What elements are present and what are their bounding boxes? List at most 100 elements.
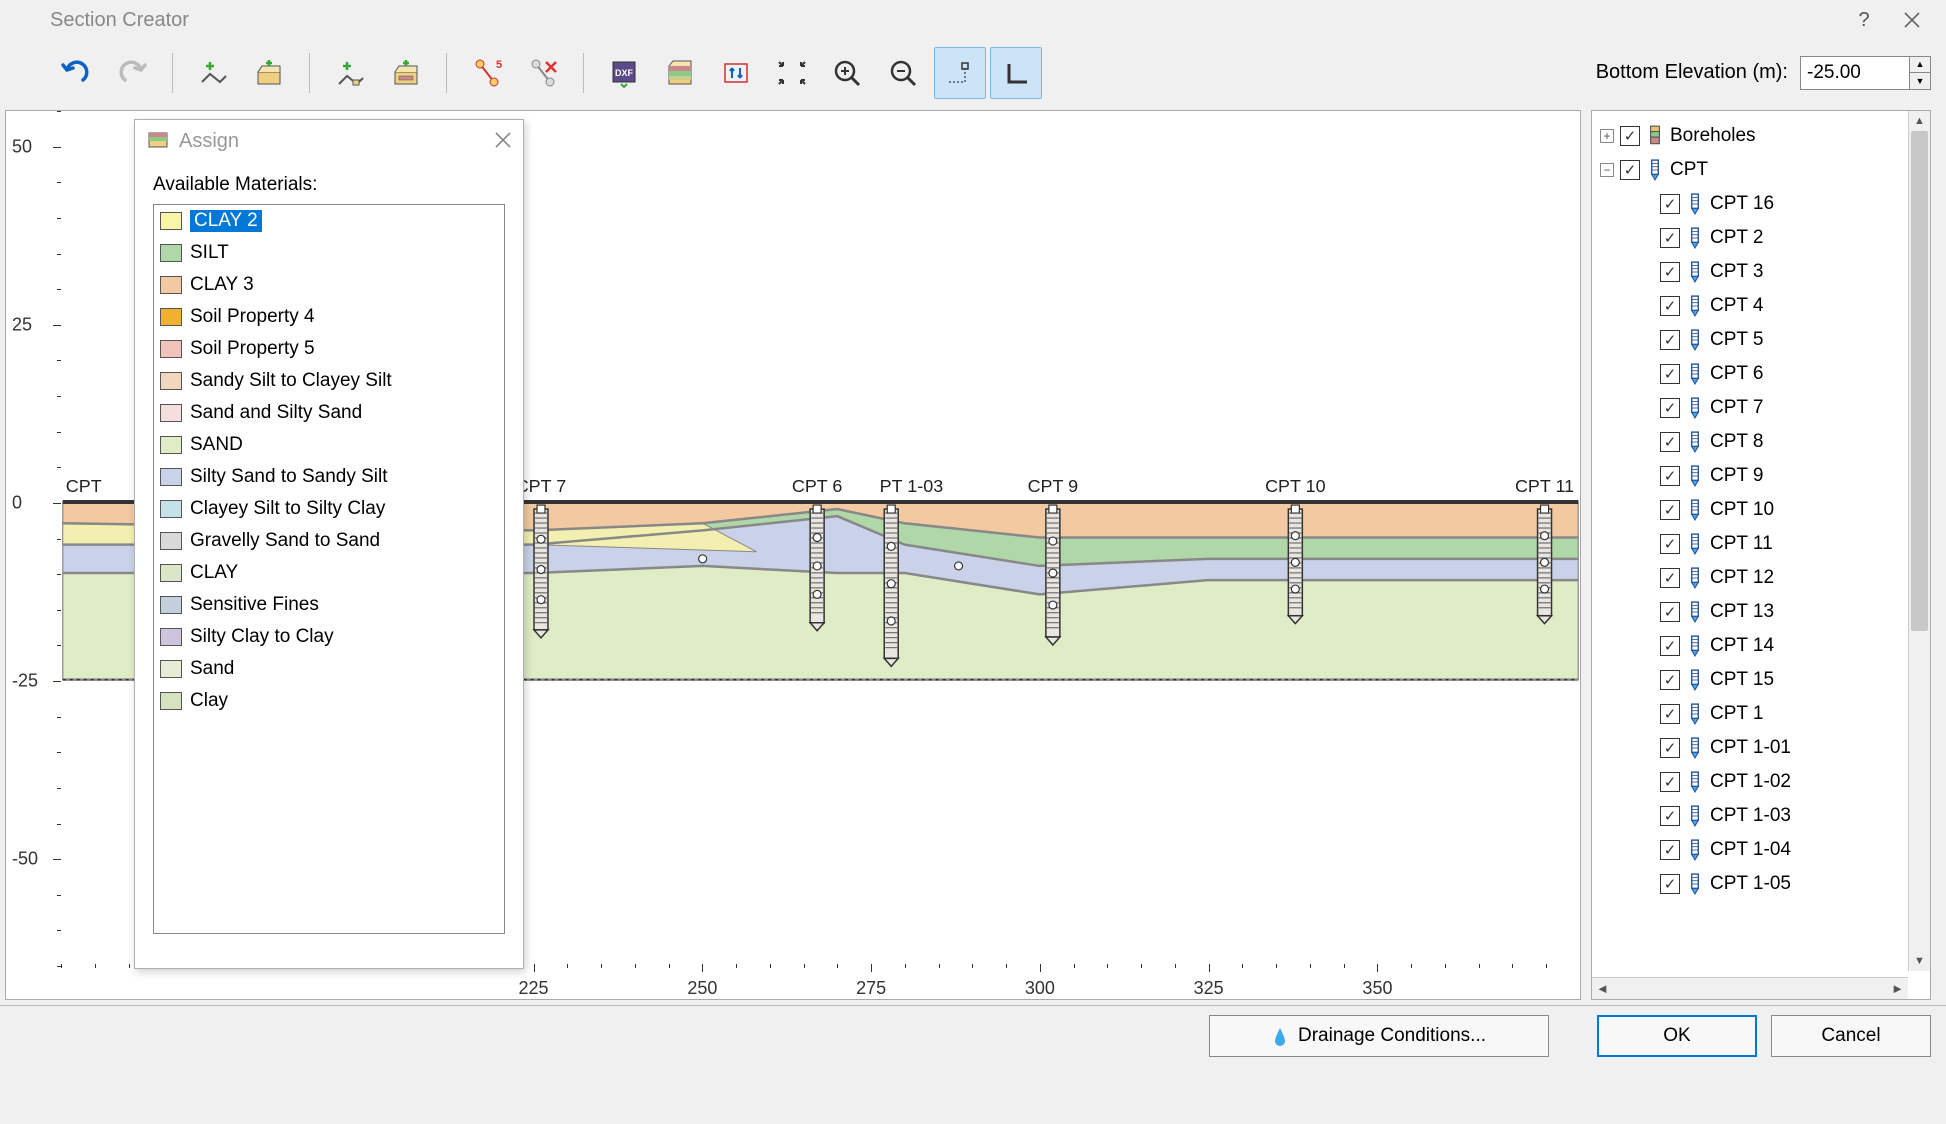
redo-button[interactable]: [106, 47, 158, 99]
material-label: Clay: [190, 690, 228, 712]
zoom-in-button[interactable]: [822, 47, 874, 99]
tree-node[interactable]: ✓CPT 9: [1600, 459, 1926, 493]
axis-mode-button[interactable]: [990, 47, 1042, 99]
checkbox[interactable]: ✓: [1660, 704, 1680, 724]
checkbox[interactable]: ✓: [1660, 602, 1680, 622]
bottom-elevation-spinner[interactable]: ▲▼: [1910, 56, 1931, 90]
material-item[interactable]: Silty Clay to Clay: [154, 621, 504, 653]
add-borehole-button[interactable]: 5: [461, 47, 513, 99]
close-button[interactable]: [1888, 0, 1936, 40]
tree-node[interactable]: ✓CPT 2: [1600, 221, 1926, 255]
assign-close-button[interactable]: [495, 128, 511, 154]
checkbox[interactable]: ✓: [1660, 228, 1680, 248]
checkbox[interactable]: ✓: [1660, 262, 1680, 282]
material-item[interactable]: CLAY 3: [154, 269, 504, 301]
checkbox[interactable]: ✓: [1620, 126, 1640, 146]
add-all-vertex-button[interactable]: [324, 47, 376, 99]
checkbox[interactable]: ✓: [1660, 636, 1680, 656]
checkbox[interactable]: ✓: [1660, 432, 1680, 452]
checkbox[interactable]: ✓: [1660, 364, 1680, 384]
checkbox[interactable]: ✓: [1660, 806, 1680, 826]
fit-button[interactable]: [766, 47, 818, 99]
material-item[interactable]: Sandy Silt to Clayey Silt: [154, 365, 504, 397]
material-item[interactable]: Clay: [154, 685, 504, 717]
tree-node[interactable]: ✓CPT 1-01: [1600, 731, 1926, 765]
material-item[interactable]: SILT: [154, 237, 504, 269]
checkbox[interactable]: ✓: [1660, 534, 1680, 554]
tree-node[interactable]: ✓CPT 4: [1600, 289, 1926, 323]
checkbox[interactable]: ✓: [1660, 466, 1680, 486]
add-layer-button[interactable]: [243, 47, 295, 99]
checkbox[interactable]: ✓: [1660, 568, 1680, 588]
tree-node[interactable]: ✓CPT 7: [1600, 391, 1926, 425]
undo-button[interactable]: [50, 47, 102, 99]
add-vertex-button[interactable]: [187, 47, 239, 99]
tree-node[interactable]: ✓CPT 6: [1600, 357, 1926, 391]
zoom-out-button[interactable]: [878, 47, 930, 99]
vertical-scrollbar[interactable]: ▲ ▼: [1908, 111, 1930, 971]
tree-node[interactable]: ✓CPT 5: [1600, 323, 1926, 357]
checkbox[interactable]: ✓: [1660, 296, 1680, 316]
materials-list[interactable]: CLAY 2SILTCLAY 3Soil Property 4Soil Prop…: [153, 204, 505, 934]
tree-node[interactable]: ✓CPT 13: [1600, 595, 1926, 629]
material-item[interactable]: Sensitive Fines: [154, 589, 504, 621]
help-button[interactable]: ?: [1840, 0, 1888, 40]
checkbox[interactable]: ✓: [1620, 160, 1640, 180]
checkbox[interactable]: ✓: [1660, 738, 1680, 758]
tree-node[interactable]: −✓CPT: [1600, 153, 1926, 187]
tree-node[interactable]: ✓CPT 3: [1600, 255, 1926, 289]
checkbox[interactable]: ✓: [1660, 398, 1680, 418]
arrange-button[interactable]: [710, 47, 762, 99]
tree-node[interactable]: ✓CPT 1-04: [1600, 833, 1926, 867]
assign-material-button[interactable]: [654, 47, 706, 99]
tree-node[interactable]: ✓CPT 1-05: [1600, 867, 1926, 901]
tree-node[interactable]: ✓CPT 1-02: [1600, 765, 1926, 799]
material-item[interactable]: CLAY: [154, 557, 504, 589]
tree-node[interactable]: +✓Boreholes: [1600, 119, 1926, 153]
material-item[interactable]: Soil Property 4: [154, 301, 504, 333]
add-all-layer-button[interactable]: [380, 47, 432, 99]
material-item[interactable]: Gravelly Sand to Sand: [154, 525, 504, 557]
checkbox[interactable]: ✓: [1660, 194, 1680, 214]
material-label: Sandy Silt to Clayey Silt: [190, 370, 392, 392]
checkbox[interactable]: ✓: [1660, 330, 1680, 350]
material-item[interactable]: SAND: [154, 429, 504, 461]
material-item[interactable]: Sand: [154, 653, 504, 685]
tree-node[interactable]: ✓CPT 10: [1600, 493, 1926, 527]
drainage-conditions-button[interactable]: Drainage Conditions...: [1209, 1015, 1549, 1057]
tree-expander[interactable]: +: [1600, 129, 1614, 143]
cancel-button[interactable]: Cancel: [1771, 1015, 1931, 1057]
tree-node[interactable]: ✓ CPT 1: [1600, 697, 1926, 731]
tree-node[interactable]: ✓CPT 12: [1600, 561, 1926, 595]
snap-mode-button[interactable]: [934, 47, 986, 99]
remove-borehole-button[interactable]: [517, 47, 569, 99]
material-item[interactable]: Soil Property 5: [154, 333, 504, 365]
tree-node[interactable]: ✓CPT 8: [1600, 425, 1926, 459]
checkbox[interactable]: ✓: [1660, 874, 1680, 894]
section-chart[interactable]: -50-2502550 4 CPTCPT 7CPT 6PT 1‑03CPT 9C…: [5, 110, 1581, 1000]
material-item[interactable]: CLAY 2: [154, 205, 504, 237]
checkbox[interactable]: ✓: [1660, 840, 1680, 860]
tree-node[interactable]: ✓CPT 15: [1600, 663, 1926, 697]
checkbox[interactable]: ✓: [1660, 772, 1680, 792]
tree-node[interactable]: ✓CPT 16: [1600, 187, 1926, 221]
checkbox[interactable]: ✓: [1660, 670, 1680, 690]
checkbox[interactable]: ✓: [1660, 500, 1680, 520]
material-item[interactable]: Silty Sand to Sandy Silt: [154, 461, 504, 493]
dxf-button[interactable]: DXF: [598, 47, 650, 99]
assign-title: Assign: [179, 130, 239, 153]
tree-node[interactable]: ✓CPT 1-03: [1600, 799, 1926, 833]
borehole-tree[interactable]: +✓Boreholes−✓CPT✓CPT 16✓CPT 2✓CPT 3✓CPT …: [1592, 111, 1930, 999]
ok-button[interactable]: OK: [1597, 1015, 1757, 1057]
tree-node[interactable]: ✓CPT 11: [1600, 527, 1926, 561]
tree-node[interactable]: ✓CPT 14: [1600, 629, 1926, 663]
tree-node-label: CPT 1: [1710, 703, 1764, 725]
material-swatch: [160, 276, 182, 294]
material-item[interactable]: Sand and Silty Sand: [154, 397, 504, 429]
material-item[interactable]: Clayey Silt to Silty Clay: [154, 493, 504, 525]
horizontal-scrollbar[interactable]: ◄►: [1592, 977, 1908, 999]
material-label: CLAY: [190, 562, 238, 584]
svg-text:CPT 11: CPT 11: [1515, 476, 1574, 496]
tree-expander[interactable]: −: [1600, 163, 1614, 177]
bottom-elevation-input[interactable]: [1800, 56, 1910, 90]
